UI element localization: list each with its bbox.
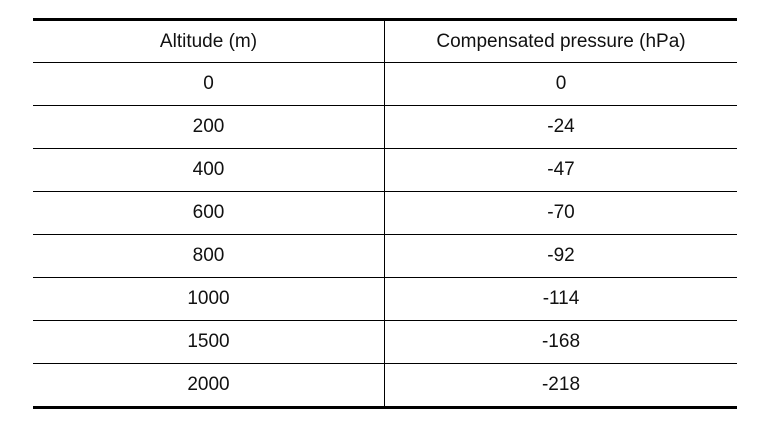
table-row: 1500 -168: [33, 321, 737, 364]
table-cell: -92: [547, 245, 575, 266]
table-row: 200 -24: [33, 106, 737, 149]
table-cell: 1000: [33, 278, 385, 320]
table-cell: 1500: [33, 321, 385, 363]
table-row: 1000 -114: [33, 278, 737, 321]
table-cell: 0: [33, 63, 385, 105]
table-cell: -218: [541, 374, 581, 395]
table-cell: 800: [33, 235, 385, 277]
table-cell: -70: [547, 202, 575, 223]
table-row: 2000 -218: [33, 364, 737, 409]
table-cell: 0: [555, 73, 567, 94]
table-cell: 400: [33, 149, 385, 191]
table-cell: -168: [541, 331, 581, 352]
table-cell: 2000: [33, 364, 385, 406]
table-cell: -114: [542, 288, 580, 309]
table-cell: 200: [33, 106, 385, 148]
table-cell: -24: [547, 116, 575, 137]
header-row: Altitude (m) Compensated pressure (hPa): [33, 18, 737, 63]
table-cell: 600: [33, 192, 385, 234]
header-cell: Compensated pressure (hPa): [436, 30, 686, 52]
table-cell: -47: [547, 159, 575, 180]
table-row: 800 -92: [33, 235, 737, 278]
table: Altitude (m) Compensated pressure (hPa) 0 0…: [33, 18, 737, 409]
table-row: 600 -70: [33, 192, 737, 235]
table-row: 400 -47: [33, 149, 737, 192]
header-cell: Altitude (m): [33, 21, 385, 62]
